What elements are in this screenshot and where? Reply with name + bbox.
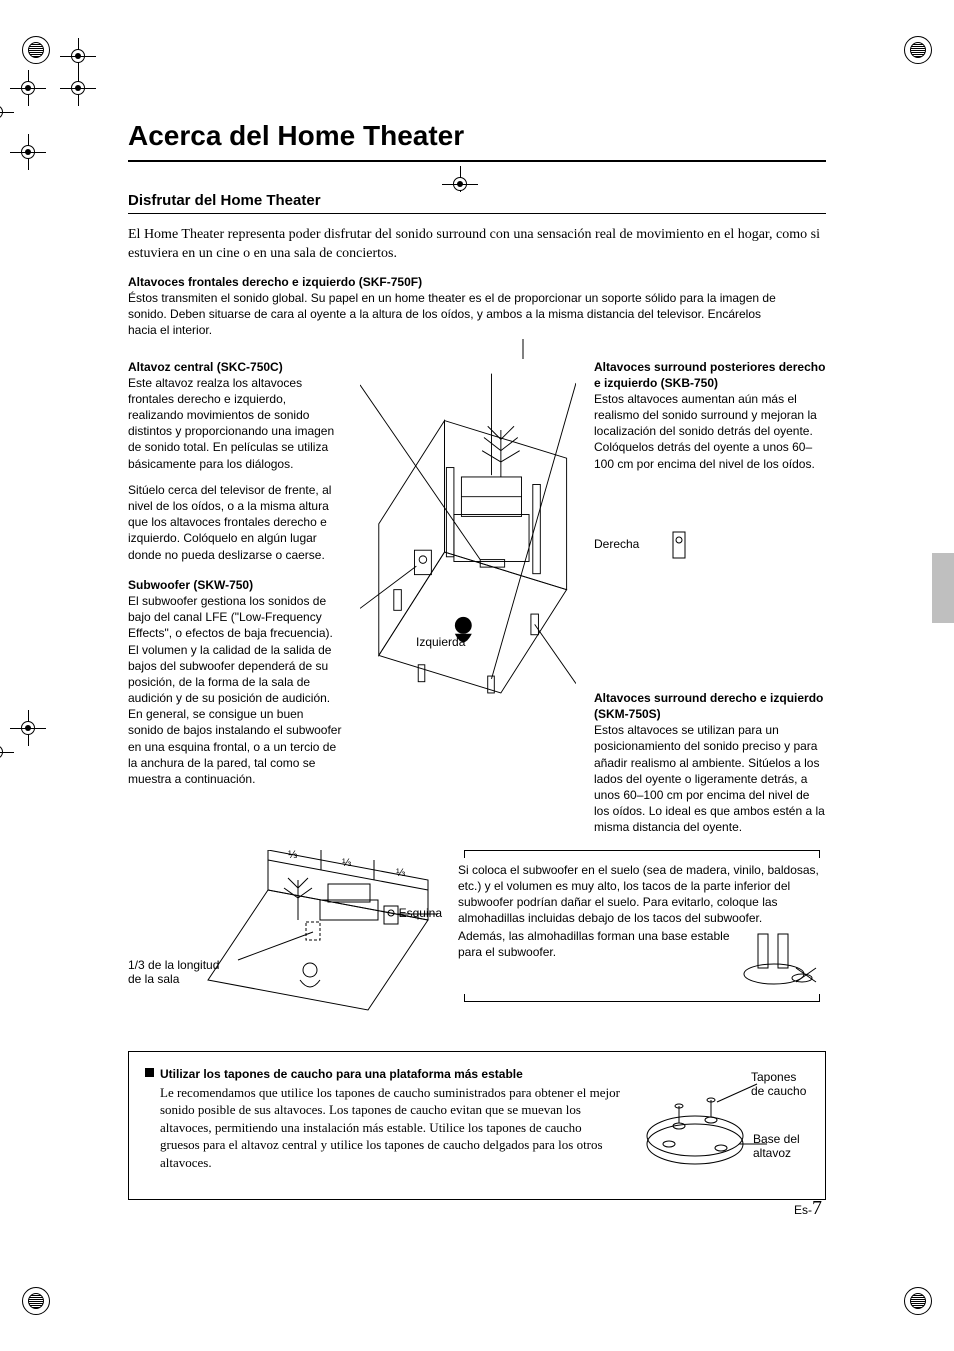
svg-text:⅓: ⅓ bbox=[288, 850, 297, 861]
center-body2: Sitúelo cerca del televisor de frente, a… bbox=[128, 482, 342, 563]
title-rule bbox=[128, 160, 826, 162]
sub-heading: Subwoofer (SKW-750) bbox=[128, 577, 342, 593]
regmark-circle-tr bbox=[904, 36, 932, 64]
right-column: Altavoces surround posteriores derecho e… bbox=[594, 359, 826, 836]
front-speakers-block: Altavoces frontales derecho e izquierdo … bbox=[128, 274, 826, 339]
sub-row: ⅓ ⅓ ⅓ bbox=[128, 850, 826, 1025]
cushion-diagram bbox=[740, 928, 826, 990]
page-prefix: Es- bbox=[794, 1203, 812, 1217]
sub-body: El subwoofer gestiona los sonidos de baj… bbox=[128, 593, 342, 787]
svg-text:⅓: ⅓ bbox=[342, 857, 351, 869]
front-body: Éstos transmiten el sonido global. Su pa… bbox=[128, 290, 788, 339]
sback-body: Estos altavoces aumentan aún más el real… bbox=[594, 391, 826, 472]
label-plugs: Tapones de caucho bbox=[751, 1070, 809, 1098]
page: Acerca del Home Theater Disfrutar del Ho… bbox=[0, 0, 954, 1351]
content-area: Acerca del Home Theater Disfrutar del Ho… bbox=[128, 120, 826, 1200]
page-title: Acerca del Home Theater bbox=[128, 120, 826, 152]
page-num: 7 bbox=[812, 1197, 822, 1219]
sub-placement-block: ⅓ ⅓ ⅓ bbox=[128, 850, 438, 1025]
sback-speaker-icon bbox=[667, 530, 701, 560]
sub-placement-diagram: ⅓ ⅓ ⅓ bbox=[128, 850, 438, 1020]
page-number: Es-7 bbox=[794, 1197, 822, 1220]
rubber-heading-text: Utilizar los tapones de caucho para una … bbox=[160, 1067, 523, 1081]
label-third: 1/3 de la longitud de la sala bbox=[128, 958, 228, 986]
label-base: Base del altavoz bbox=[753, 1132, 809, 1160]
intro-text: El Home Theater representa poder disfrut… bbox=[128, 226, 826, 264]
regmark-circle-tl bbox=[22, 36, 50, 64]
regmark-cross bbox=[16, 140, 40, 164]
label-izquierda: Izquierda bbox=[416, 635, 465, 649]
regmark-cross bbox=[0, 100, 8, 124]
regmark-circle-bl bbox=[22, 1287, 50, 1315]
left-column: Altavoz central (SKC-750C) Este altavoz … bbox=[128, 359, 342, 836]
leader-front-icon bbox=[128, 339, 826, 359]
middle-column: Izquierda bbox=[360, 359, 576, 836]
center-heading: Altavoz central (SKC-750C) bbox=[128, 359, 342, 375]
floor-note-block: Si coloca el subwoofer en el suelo (sea … bbox=[458, 850, 826, 1025]
surround-heading: Altavoces surround derecho e izquierdo (… bbox=[594, 690, 826, 722]
floor-note-1: Si coloca el subwoofer en el suelo (sea … bbox=[458, 862, 826, 927]
floor-note-2: Además, las almohadillas forman una base… bbox=[458, 928, 730, 960]
regmark-cross bbox=[16, 76, 40, 100]
center-body1: Este altavoz realza los altavoces fronta… bbox=[128, 375, 342, 472]
room-diagram: Izquierda bbox=[360, 363, 576, 713]
main-row: Altavoz central (SKC-750C) Este altavoz … bbox=[128, 359, 826, 836]
sback-heading: Altavoces surround posteriores derecho e… bbox=[594, 359, 826, 391]
rubber-plugs-box: Utilizar los tapones de caucho para una … bbox=[128, 1051, 826, 1200]
regmark-cross bbox=[66, 76, 90, 100]
section-heading: Disfrutar del Home Theater bbox=[128, 192, 826, 213]
label-esquina: Esquina bbox=[399, 906, 442, 920]
regmark-cross bbox=[16, 716, 40, 740]
label-derecha: Derecha bbox=[594, 537, 639, 551]
rubber-diagram-block: Tapones de caucho Base del altavoz bbox=[639, 1066, 809, 1181]
regmark-circle-br bbox=[904, 1287, 932, 1315]
rubber-body: Le recomendamos que utilice los tapones … bbox=[160, 1084, 623, 1172]
rubber-heading: Utilizar los tapones de caucho para una … bbox=[145, 1066, 623, 1082]
surround-body: Estos altavoces se utilizan para un posi… bbox=[594, 722, 826, 835]
regmark-cross bbox=[66, 44, 90, 68]
thumb-tab bbox=[932, 553, 954, 623]
section-rule bbox=[128, 213, 826, 214]
room-diagram-svg bbox=[360, 363, 576, 713]
regmark-cross bbox=[0, 740, 8, 764]
svg-text:⅓: ⅓ bbox=[396, 867, 405, 879]
front-heading: Altavoces frontales derecho e izquierdo … bbox=[128, 274, 826, 290]
